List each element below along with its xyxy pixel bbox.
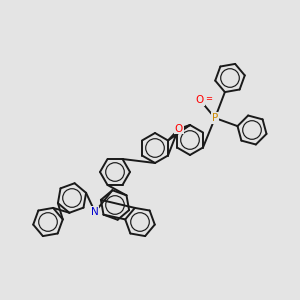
Text: O: O — [196, 95, 204, 105]
Text: O: O — [175, 124, 183, 134]
Text: N: N — [91, 207, 99, 217]
Text: P: P — [212, 113, 218, 123]
Text: =: = — [205, 94, 212, 103]
